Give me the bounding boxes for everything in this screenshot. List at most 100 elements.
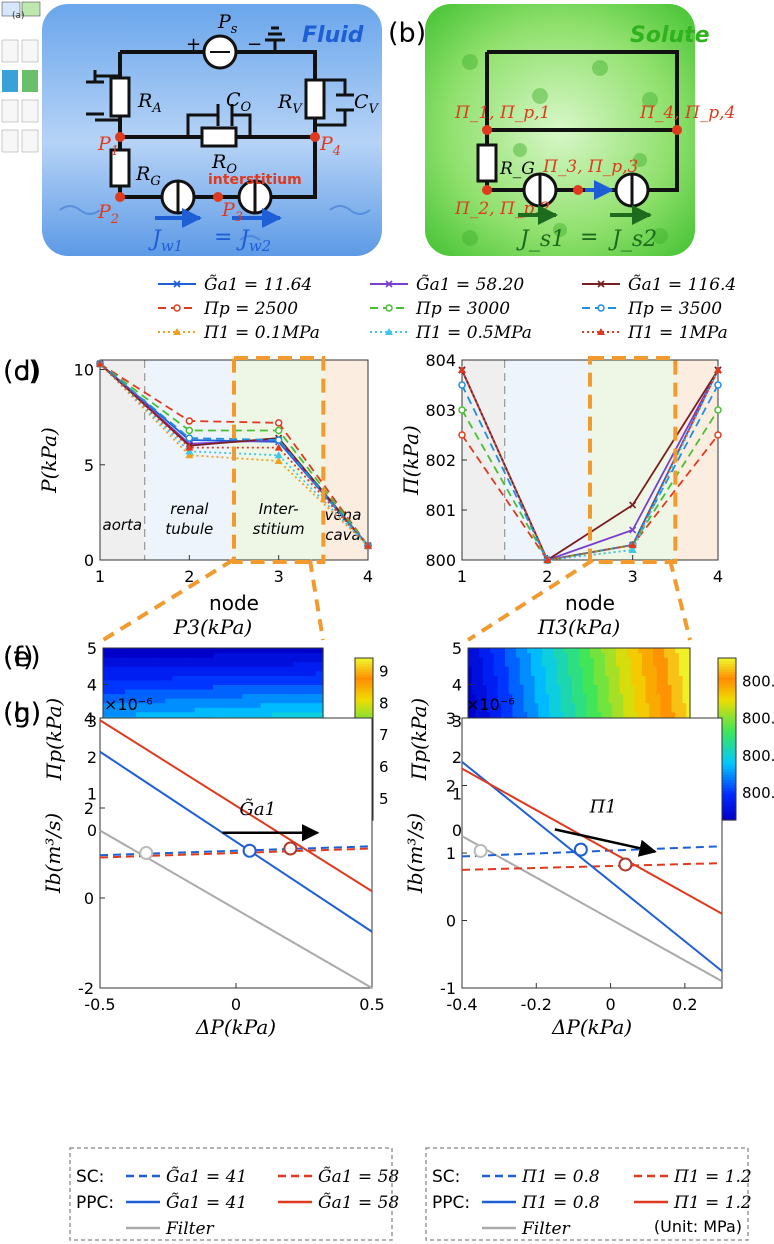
heatmap-cell <box>579 684 584 690</box>
heatmap-cell <box>132 670 137 676</box>
heatmap-cell <box>579 698 584 704</box>
heatmap-cell <box>553 670 558 676</box>
heatmap-cell <box>121 702 126 708</box>
heatmap-cell <box>312 702 317 708</box>
heatmap-cell <box>545 679 550 685</box>
heatmap-cell <box>505 657 510 663</box>
heatmap-cell <box>553 666 558 672</box>
heatmap-cell <box>471 657 476 663</box>
heatmap-cell <box>246 652 251 658</box>
heatmap-cell <box>279 711 284 717</box>
heatmap-cell <box>486 670 491 676</box>
x-tick-label: 4 <box>363 567 373 586</box>
heatmap-cell <box>158 648 163 654</box>
heatmap-cell <box>279 661 284 667</box>
heatmap-cell <box>538 707 543 713</box>
heatmap-cell <box>249 698 254 704</box>
heatmap-cell <box>143 707 148 713</box>
heatmap-cell <box>545 688 550 695</box>
heatmap-cell <box>475 711 480 717</box>
heatmap-cell <box>312 661 317 667</box>
heatmap-cell <box>567 693 573 699</box>
heatmap-cell <box>612 684 617 690</box>
heatmap-cell <box>319 684 324 690</box>
heatmap-title: P3(kPa) <box>173 615 252 639</box>
heatmap-cell <box>231 648 236 654</box>
heatmap-cell <box>268 661 273 667</box>
heatmap-cell <box>545 652 550 658</box>
heatmap-cell <box>564 693 569 699</box>
heatmap-cell <box>593 707 599 713</box>
heatmap-cell <box>612 670 617 676</box>
heatmap-cell <box>242 675 247 681</box>
heatmap-cell <box>154 698 159 704</box>
heatmap-cell <box>586 693 591 699</box>
heatmap-cell <box>471 652 476 658</box>
heatmap-cell <box>479 707 484 713</box>
heatmap-cell <box>604 698 610 704</box>
heatmap-cell <box>590 693 595 699</box>
x-tick-label: 1 <box>457 567 467 586</box>
heatmap-cell <box>619 693 624 699</box>
heatmap-cell <box>161 648 166 654</box>
heatmap-cell <box>319 679 324 685</box>
heatmap-cell <box>224 666 229 672</box>
heatmap-cell <box>271 702 276 708</box>
heatmap-cell <box>158 698 163 704</box>
heatmap-cell <box>527 711 532 717</box>
heatmap-cell <box>645 684 650 690</box>
heatmap-cell <box>549 702 554 708</box>
heatmap-cell <box>468 698 473 704</box>
heatmap-cell <box>161 698 166 704</box>
y-tick-label: 0 <box>87 821 97 840</box>
heatmap-cell <box>497 707 502 713</box>
heatmap-cell <box>638 666 643 672</box>
heatmap-cell <box>154 684 159 690</box>
heatmap-cell <box>301 670 306 676</box>
heatmap-cell <box>601 711 606 717</box>
heatmap-cell <box>653 707 658 713</box>
heatmap-cell <box>136 711 141 717</box>
heatmap-cell <box>249 648 254 654</box>
heatmap-cell <box>106 679 111 685</box>
heatmap-cell <box>545 698 550 704</box>
heatmap-cell <box>312 693 317 699</box>
heatmap-cell <box>667 702 673 708</box>
heatmap-cell <box>202 666 207 672</box>
heatmap-cell <box>187 666 192 672</box>
heatmap-cell <box>579 670 584 676</box>
heatmap-cell <box>136 648 141 654</box>
series-point-8-2 <box>274 443 283 451</box>
heatmap-cell <box>253 702 258 708</box>
heatmap-cell <box>667 679 673 685</box>
heatmap-cell <box>103 648 108 654</box>
heatmap-cell <box>575 679 580 685</box>
y-tick-label: 3 <box>87 712 97 731</box>
heatmap-cell <box>623 652 628 658</box>
heatmap-cell <box>220 661 225 667</box>
heatmap-cell <box>549 698 554 704</box>
heatmap-cell <box>527 679 532 685</box>
heatmap-cell <box>187 688 192 695</box>
heatmap-cell <box>286 688 291 695</box>
heatmap-cell <box>319 652 324 658</box>
heatmap-cell <box>545 693 550 699</box>
heatmap-cell <box>282 707 287 713</box>
heatmap-cell <box>549 679 554 685</box>
heatmap-cell <box>286 707 291 713</box>
heatmap-cell <box>110 648 115 654</box>
heatmap-cell <box>172 670 177 676</box>
heatmap-cell <box>279 670 284 676</box>
heatmap-cell <box>279 679 284 685</box>
heatmap-cell <box>169 670 174 676</box>
heatmap-cell <box>475 688 480 695</box>
heatmap-cell <box>103 702 108 708</box>
heatmap-cell <box>257 670 262 676</box>
heatmap-cell <box>139 684 144 690</box>
heatmap-cell <box>172 666 177 672</box>
heatmap-cell <box>630 675 636 681</box>
heatmap-cell <box>260 707 265 713</box>
heatmap-cell <box>110 702 115 708</box>
heatmap-cell <box>121 698 126 704</box>
capacitor-ca-icon <box>86 70 104 116</box>
